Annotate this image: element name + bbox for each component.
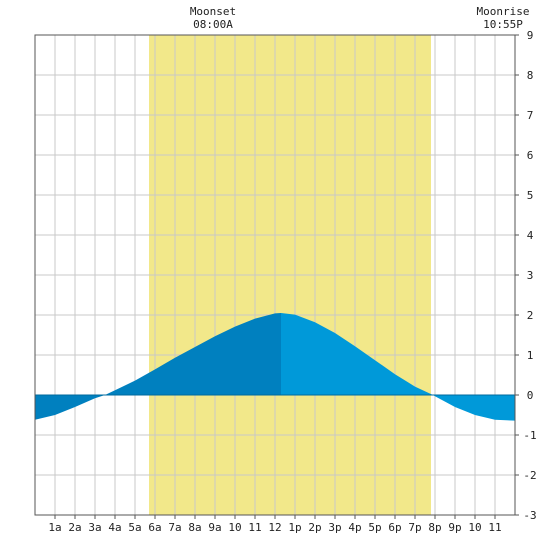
x-tick-label: 11 (488, 521, 501, 534)
y-tick-label: 4 (527, 229, 534, 242)
y-tick-label: 8 (527, 69, 534, 82)
y-tick-label: -2 (523, 469, 536, 482)
moon-event-time: 08:00A (193, 18, 233, 31)
x-tick-label: 10 (228, 521, 241, 534)
x-tick-label: 7a (168, 521, 181, 534)
grid (35, 35, 515, 515)
tide-area-falling (281, 313, 515, 421)
x-tick-label: 8p (428, 521, 441, 534)
moon-event-time: 10:55P (483, 18, 523, 31)
tide-area-rising (35, 313, 281, 420)
moon-event-name: Moonrise (477, 5, 530, 18)
y-tick-label: -3 (523, 509, 536, 522)
y-tick-label: 2 (527, 309, 534, 322)
x-tick-label: 1p (288, 521, 301, 534)
y-axis-ticks: -3 -2 -1 0 1 2 3 4 5 6 7 8 9 (515, 29, 537, 522)
x-tick-label: 10 (468, 521, 481, 534)
x-tick-label: 3p (328, 521, 341, 534)
moon-event-name: Moonset (190, 5, 236, 18)
y-tick-label: -1 (523, 429, 536, 442)
x-tick-label: 3a (88, 521, 101, 534)
y-tick-label: 5 (527, 189, 534, 202)
x-tick-label: 11 (248, 521, 261, 534)
x-tick-label: 7p (408, 521, 421, 534)
x-tick-label: 4p (348, 521, 361, 534)
x-tick-label: 8a (188, 521, 201, 534)
x-tick-label: 12 (268, 521, 281, 534)
x-tick-label: 5p (368, 521, 381, 534)
y-tick-label: 9 (527, 29, 534, 42)
y-tick-label: 1 (527, 349, 534, 362)
x-axis-ticks: 1a 2a 3a 4a 5a 6a 7a 8a 9a 10 11 12 1p 2p 3p 4p 5p 6p 7p 8p… (48, 515, 502, 534)
y-tick-label: 6 (527, 149, 534, 162)
tide-area (35, 313, 515, 421)
x-tick-label: 4a (108, 521, 121, 534)
x-tick-label: 9p (448, 521, 461, 534)
x-tick-label: 9a (208, 521, 221, 534)
y-tick-label: 3 (527, 269, 534, 282)
x-tick-label: 6a (148, 521, 161, 534)
y-tick-label: 7 (527, 109, 534, 122)
x-tick-label: 2p (308, 521, 321, 534)
y-tick-label: 0 (527, 389, 534, 402)
x-tick-label: 5a (128, 521, 141, 534)
x-tick-label: 6p (388, 521, 401, 534)
x-tick-label: 1a (48, 521, 61, 534)
x-tick-label: 2a (68, 521, 81, 534)
